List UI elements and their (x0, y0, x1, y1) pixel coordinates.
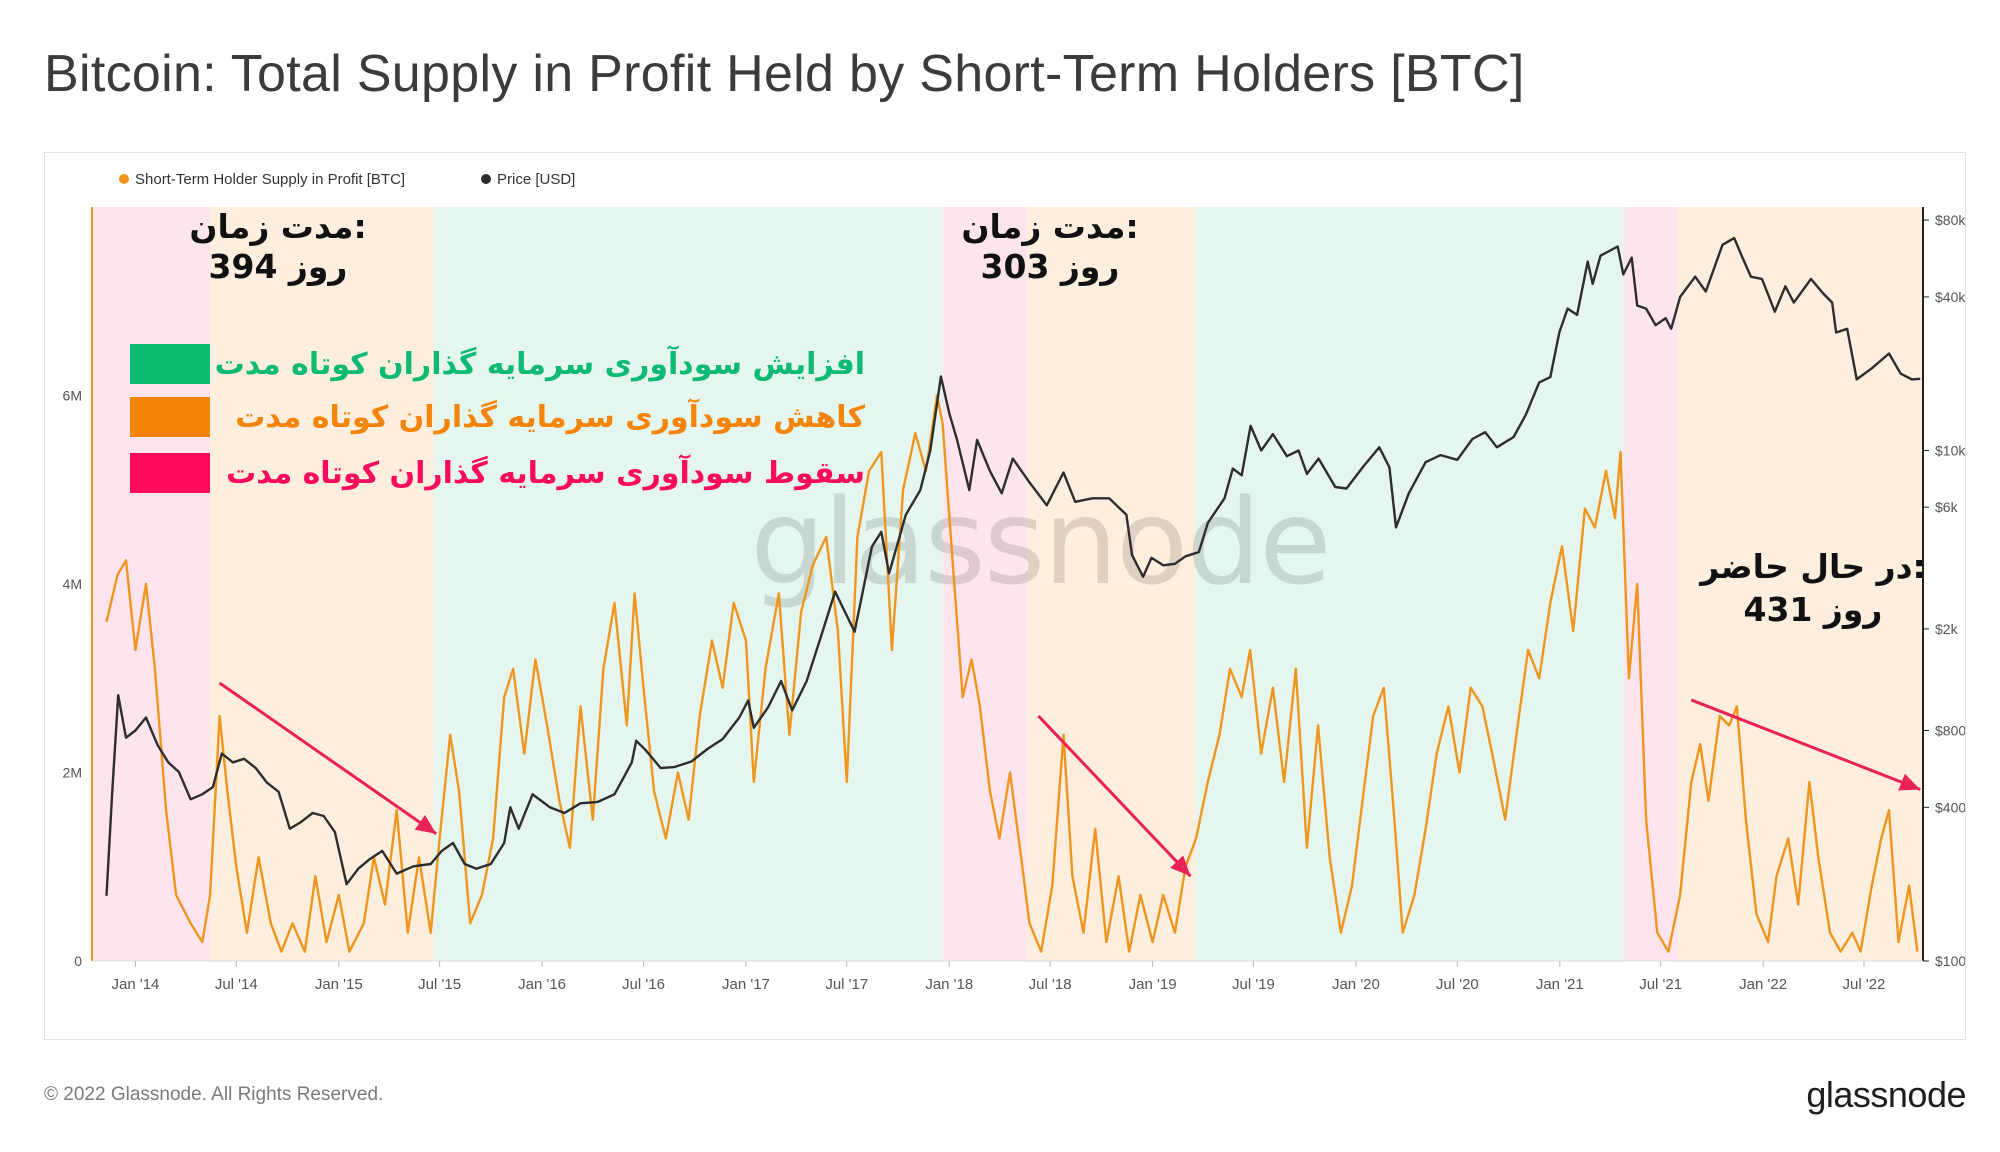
axes: Jan '14 Jul '14 Jan '15 Jul '15 Jan '16 Jul '… (63, 207, 1965, 993)
category-color-box (130, 397, 210, 437)
y-right-tick-label: $100 (1935, 953, 1965, 969)
y-right-tick-label: $80k (1935, 212, 1965, 228)
legend-dot-price (481, 174, 491, 184)
zone-green-5 (1196, 207, 1624, 961)
zone-orange-1 (210, 207, 434, 961)
category-label: افزایش سودآوری سرمایه گذاران کوتاه مدت (215, 345, 865, 382)
chart-legend: Short-Term Holder Supply in Profit [BTC]… (119, 171, 575, 188)
trend-arrows (218, 681, 1921, 878)
supply-series (105, 394, 1919, 953)
watermark: glassnode (750, 473, 1329, 611)
price-line (105, 236, 1921, 896)
zone-pink-6 (1623, 207, 1678, 961)
chart-panel: glassnode Jan '14 Jul '14 Jan '15 Jul '15 Ja… (44, 152, 1966, 1040)
trend-arrow-line (1690, 698, 1921, 791)
x-tick-label: Jul '19 (1232, 976, 1275, 993)
x-tick-label: Jan '18 (925, 976, 973, 993)
trend-arrow-line (218, 681, 438, 835)
duration-days: 431 روز (1744, 590, 1883, 630)
price-series (105, 236, 1921, 896)
x-tick-label: Jan '22 (1739, 976, 1787, 993)
x-tick-label: Jan '19 (1129, 976, 1177, 993)
y-left-tick-label: 4M (63, 576, 82, 592)
category-color-box (130, 453, 210, 493)
duration-days: 303 روز (981, 247, 1120, 287)
x-tick-label: Jul '20 (1436, 976, 1479, 993)
trend-arrow-head (1170, 855, 1191, 877)
page-title: Bitcoin: Total Supply in Profit Held by … (44, 45, 1525, 103)
y-right-tick-label: $800 (1935, 723, 1965, 739)
zone-pink-0 (92, 207, 211, 961)
x-tick-label: Jan '14 (111, 976, 159, 993)
y-right-tick-label: $40k (1935, 289, 1965, 305)
annotations: افزایش سودآوری سرمایه گذاران کوتاه مدت کا… (130, 207, 1926, 630)
trend-arrow-head (1898, 773, 1921, 791)
chart-svg: glassnode Jan '14 Jul '14 Jan '15 Jul '15 Ja… (63, 171, 1965, 993)
zone-green-2 (433, 207, 943, 961)
y-left-tick-label: 2M (63, 765, 82, 781)
category-color-box (130, 344, 210, 384)
x-tick-label: Jan '15 (315, 976, 363, 993)
x-tick-label: Jan '16 (518, 976, 566, 993)
trend-arrow-head (414, 814, 437, 834)
copyright-text: © 2022 Glassnode. All Rights Reserved. (44, 1084, 384, 1105)
x-tick-label: Jul '21 (1639, 976, 1682, 993)
y-left-tick-label: 0 (74, 953, 82, 969)
category-label: سقوط سودآوری سرمایه گذاران کوتاه مدت (226, 454, 865, 491)
legend-label-price: Price [USD] (497, 171, 575, 188)
x-tick-label: Jan '17 (722, 976, 770, 993)
y-right-tick-label: $10k (1935, 443, 1965, 459)
duration-heading: مدت زمان: (189, 207, 366, 246)
y-left-tick-label: 6M (63, 388, 82, 404)
zone-pink-3 (942, 207, 1027, 961)
x-tick-label: Jul '22 (1843, 976, 1886, 993)
y-right-tick-label: $2k (1935, 621, 1959, 637)
x-tick-label: Jul '14 (215, 976, 258, 993)
x-tick-label: Jul '16 (622, 976, 665, 993)
category-label: کاهش سودآوری سرمایه گذاران کوتاه مدت (235, 398, 865, 435)
x-tick-label: Jul '15 (418, 976, 461, 993)
duration-heading: مدت زمان: (961, 207, 1138, 246)
duration-days: 394 روز (209, 247, 348, 287)
glassnode-logo: glassnode (1806, 1074, 1966, 1115)
y-right-tick-label: $400 (1935, 799, 1965, 815)
trend-arrow-line (1037, 714, 1192, 878)
x-tick-label: Jan '21 (1536, 976, 1584, 993)
y-right-tick-label: $6k (1935, 499, 1959, 515)
x-tick-label: Jul '17 (825, 976, 868, 993)
profit-zones (92, 207, 1923, 961)
supply-line (105, 394, 1919, 953)
x-tick-label: Jul '18 (1029, 976, 1072, 993)
duration-heading: در حال حاضر: (1698, 547, 1926, 587)
legend-label-supply: Short-Term Holder Supply in Profit [BTC] (135, 171, 405, 188)
x-tick-label: Jan '20 (1332, 976, 1380, 993)
legend-dot-supply (119, 174, 129, 184)
